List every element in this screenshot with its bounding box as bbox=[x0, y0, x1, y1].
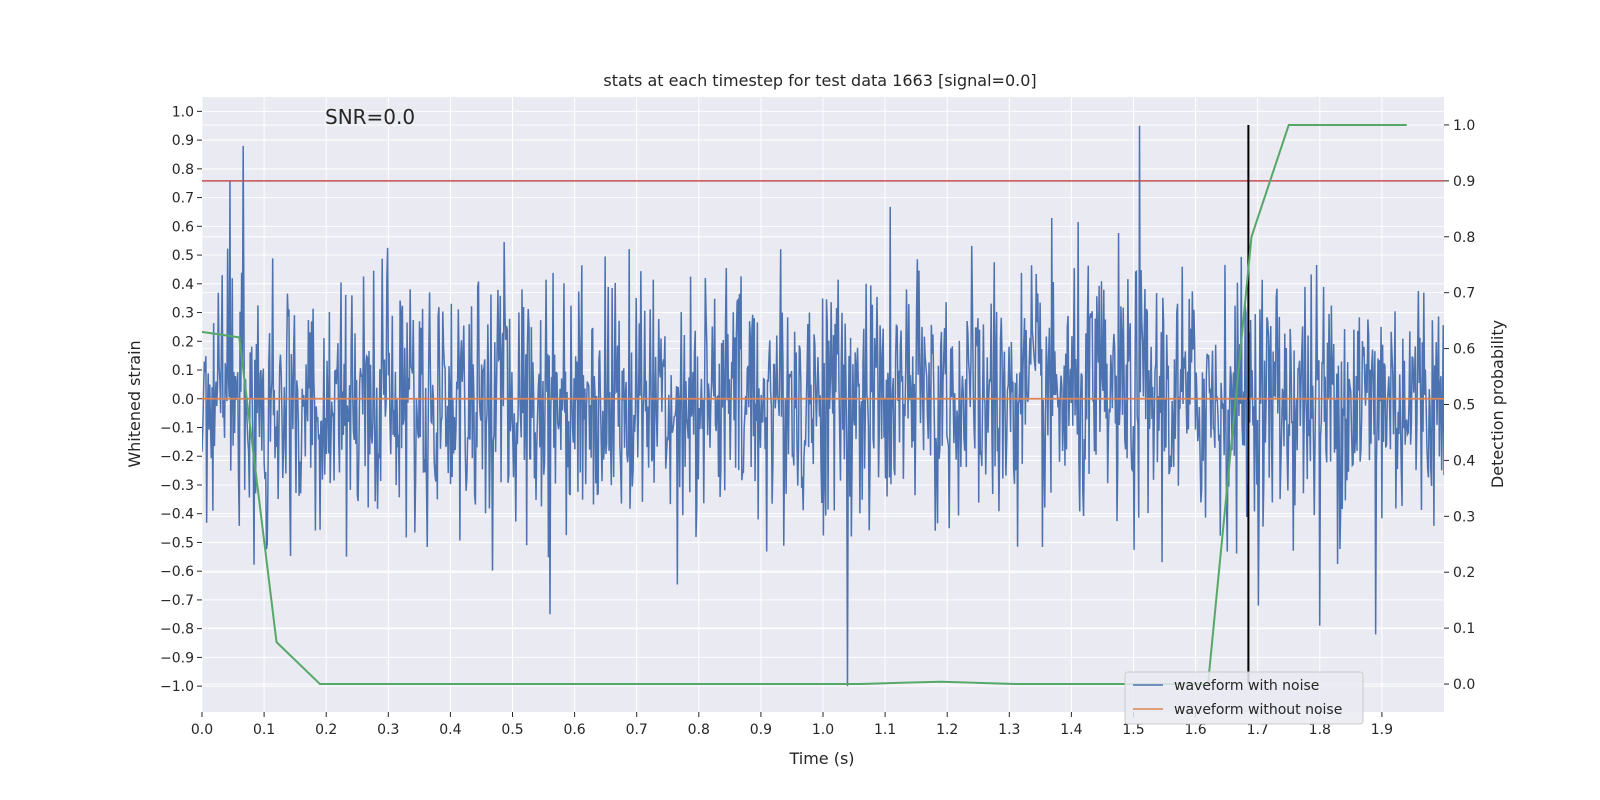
x-tick-label: 0.0 bbox=[191, 722, 213, 738]
y-axis-label-right: Detection probability bbox=[1488, 320, 1507, 488]
y-tick-label-right: 0.6 bbox=[1453, 342, 1475, 358]
y-tick-label-left: −0.3 bbox=[160, 478, 194, 494]
x-tick-label: 0.3 bbox=[377, 722, 399, 738]
ticks: 0.0 0.1 0.2 0.3 0.4 0.5 0.6 0.7 0.8 0.9 1.0 1.1 1.2 1… bbox=[160, 104, 1475, 738]
y-tick-label-left: 1.0 bbox=[172, 104, 194, 120]
x-tick-label: 1.6 bbox=[1184, 722, 1206, 738]
y-tick-label-left: 0.3 bbox=[172, 306, 194, 322]
y-tick-label-right: 0.7 bbox=[1453, 286, 1475, 302]
y-tick-label-left: −0.4 bbox=[160, 507, 194, 523]
legend-label-noise: waveform with noise bbox=[1174, 678, 1319, 694]
y-axis-label-left: Whitened strain bbox=[125, 340, 144, 467]
x-tick-label: 1.2 bbox=[936, 722, 958, 738]
x-tick-label: 0.9 bbox=[750, 722, 772, 738]
x-tick-label: 1.9 bbox=[1371, 722, 1393, 738]
y-tick-label-left: 0.0 bbox=[172, 392, 194, 408]
y-tick-label-left: 0.2 bbox=[172, 334, 194, 350]
y-tick-label-left: −0.2 bbox=[160, 449, 194, 465]
y-tick-label-left: −0.9 bbox=[160, 650, 194, 666]
x-tick-label: 0.1 bbox=[253, 722, 275, 738]
y-tick-label-left: −0.5 bbox=[160, 535, 194, 551]
x-tick-label: 1.3 bbox=[998, 722, 1020, 738]
y-tick-label-left: −1.0 bbox=[160, 679, 194, 695]
x-tick-label: 1.0 bbox=[812, 722, 834, 738]
snr-annotation: SNR=0.0 bbox=[325, 105, 415, 129]
y-tick-label-right: 0.1 bbox=[1453, 621, 1475, 637]
y-tick-label-left: −0.1 bbox=[160, 420, 194, 436]
x-tick-label: 0.5 bbox=[501, 722, 523, 738]
series-detection-probability bbox=[202, 123, 1407, 686]
x-tick-label: 1.4 bbox=[1060, 722, 1082, 738]
x-tick-label: 0.8 bbox=[688, 722, 710, 738]
x-axis-label: Time (s) bbox=[788, 749, 854, 768]
y-tick-label-right: 0.8 bbox=[1453, 230, 1475, 246]
y-tick-label-left: 0.8 bbox=[172, 162, 194, 178]
x-tick-label: 0.2 bbox=[315, 722, 337, 738]
y-tick-label-right: 0.2 bbox=[1453, 565, 1475, 581]
y-tick-label-left: 0.9 bbox=[172, 133, 194, 149]
y-tick-label-right: 0.5 bbox=[1453, 398, 1475, 414]
chart-title: stats at each timestep for test data 166… bbox=[603, 71, 1036, 90]
data-layer bbox=[202, 123, 1444, 687]
legend-box bbox=[1124, 671, 1364, 725]
legend-label-clean: waveform without noise bbox=[1174, 702, 1342, 718]
y-tick-label-right: 0.4 bbox=[1453, 453, 1475, 469]
y-tick-label-right: 1.0 bbox=[1453, 118, 1475, 134]
y-tick-label-left: 0.4 bbox=[172, 277, 194, 293]
y-tick-label-left: −0.8 bbox=[160, 622, 194, 638]
x-tick-label: 1.5 bbox=[1122, 722, 1144, 738]
y-tick-label-left: −0.7 bbox=[160, 593, 194, 609]
series-waveform-with-noise bbox=[202, 125, 1444, 687]
x-tick-label: 0.6 bbox=[563, 722, 585, 738]
y-tick-label-left: −0.6 bbox=[160, 564, 194, 580]
y-tick-label-left: 0.7 bbox=[172, 191, 194, 207]
x-tick-label: 0.4 bbox=[439, 722, 461, 738]
y-tick-label-left: 0.1 bbox=[172, 363, 194, 379]
y-tick-label-right: 0.0 bbox=[1453, 677, 1475, 693]
x-tick-label: 0.7 bbox=[626, 722, 648, 738]
x-tick-label: 1.7 bbox=[1247, 722, 1269, 738]
y-tick-label-right: 0.9 bbox=[1453, 174, 1475, 190]
x-tick-label: 1.1 bbox=[874, 722, 896, 738]
y-tick-label-left: 0.5 bbox=[172, 248, 194, 264]
legend: waveform with noise waveform without noi… bbox=[1124, 671, 1364, 725]
y-tick-label-left: 0.6 bbox=[172, 219, 194, 235]
x-tick-label: 1.8 bbox=[1309, 722, 1331, 738]
y-tick-label-right: 0.3 bbox=[1453, 509, 1475, 525]
